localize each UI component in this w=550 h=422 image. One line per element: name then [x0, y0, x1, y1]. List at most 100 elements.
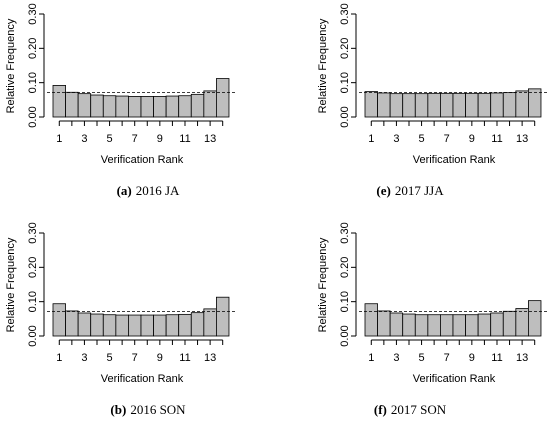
y-tick-label: 0.10	[27, 72, 39, 93]
bar	[140, 314, 154, 337]
bar	[178, 95, 192, 118]
caption-b: (b) 2016 SON	[110, 402, 186, 417]
bar	[90, 94, 104, 118]
bar	[52, 85, 66, 118]
bar	[528, 300, 542, 337]
x-tick-label: 11	[491, 352, 502, 364]
x-tick-label: 1	[56, 133, 62, 145]
bar	[402, 93, 416, 118]
x-tick-label: 3	[81, 133, 87, 145]
x-axis-label: Verification Rank	[413, 154, 496, 166]
x-tick-label: 13	[204, 133, 216, 145]
bar	[515, 308, 529, 337]
y-tick-label: 0.20	[339, 257, 351, 278]
x-tick-label: 7	[132, 352, 138, 364]
y-tick-label: 0.00	[27, 106, 39, 127]
y-tick-label: 0.20	[27, 257, 39, 278]
bar	[77, 93, 92, 118]
bar	[190, 312, 205, 337]
caption-a: (a) 2016 JA	[117, 183, 180, 198]
x-tick-label: 11	[179, 133, 190, 145]
bar	[452, 314, 466, 337]
bar	[153, 314, 167, 337]
x-tick-label: 7	[132, 133, 138, 145]
bar	[140, 96, 154, 118]
bar	[115, 95, 129, 118]
bar	[216, 78, 230, 118]
x-tick-label: 1	[368, 133, 374, 145]
bar	[427, 92, 441, 118]
y-tick-label: 0.30	[27, 3, 39, 24]
bar	[440, 92, 454, 118]
bar	[389, 312, 404, 337]
bar	[490, 312, 504, 337]
x-tick-label: 5	[107, 133, 113, 145]
x-axis-label: Verification Rank	[413, 373, 496, 385]
y-axis-label: Relative Frequency	[317, 237, 329, 332]
x-tick-label: 13	[516, 352, 528, 364]
x-tick-label: 3	[81, 352, 87, 364]
bar	[65, 91, 79, 118]
bar	[216, 296, 230, 337]
bar	[115, 314, 129, 337]
bar	[364, 91, 378, 118]
bar	[128, 314, 142, 337]
bar	[102, 314, 117, 337]
bar	[465, 92, 479, 118]
y-tick-label: 0.10	[339, 291, 351, 312]
x-tick-label: 5	[419, 133, 425, 145]
bar	[165, 95, 180, 118]
bar	[165, 314, 180, 337]
y-tick-label: 0.00	[339, 106, 351, 127]
x-tick-label: 1	[56, 352, 62, 364]
x-tick-label: 7	[444, 133, 450, 145]
bar	[389, 93, 404, 118]
bar	[477, 92, 492, 118]
x-tick-label: 13	[516, 133, 528, 145]
y-tick-label: 0.00	[27, 325, 39, 346]
y-axis-label: Relative Frequency	[317, 18, 329, 113]
bar	[190, 93, 205, 118]
x-tick-label: 9	[157, 352, 163, 364]
bar	[65, 310, 79, 337]
bar	[515, 90, 529, 118]
bar	[377, 310, 391, 337]
x-tick-label: 11	[179, 352, 190, 364]
bar	[178, 313, 192, 337]
caption-e: (e) 2017 JJA	[376, 183, 444, 198]
x-tick-label: 1	[368, 352, 374, 364]
x-tick-label: 9	[469, 352, 475, 364]
bar	[490, 92, 504, 118]
bar	[427, 314, 441, 337]
bar	[502, 310, 517, 337]
bar	[102, 95, 117, 118]
x-tick-label: 7	[444, 352, 450, 364]
bar	[153, 96, 167, 118]
bar	[414, 93, 429, 118]
bar	[364, 303, 378, 337]
y-tick-label: 0.30	[339, 3, 351, 24]
bar	[128, 96, 142, 118]
bar	[477, 313, 492, 337]
x-tick-label: 5	[107, 352, 113, 364]
y-tick-label: 0.20	[339, 38, 351, 59]
bar	[203, 90, 217, 118]
y-tick-label: 0.30	[339, 222, 351, 243]
bar	[414, 314, 429, 337]
x-tick-label: 3	[393, 133, 399, 145]
y-tick-label: 0.10	[339, 72, 351, 93]
x-tick-label: 3	[393, 352, 399, 364]
bar	[502, 92, 517, 118]
x-tick-label: 13	[204, 352, 216, 364]
y-tick-label: 0.30	[27, 222, 39, 243]
bar	[465, 314, 479, 337]
x-axis-label: Verification Rank	[101, 154, 184, 166]
x-tick-label: 5	[419, 352, 425, 364]
x-axis-label: Verification Rank	[101, 373, 184, 385]
